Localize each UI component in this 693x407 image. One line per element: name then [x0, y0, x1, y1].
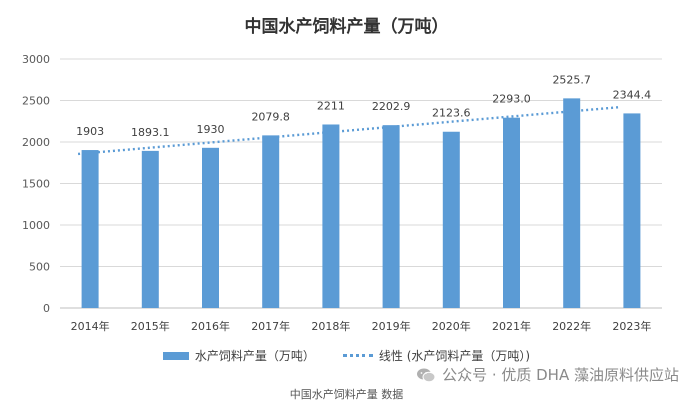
x-tick-label: 2016年	[191, 319, 230, 333]
x-tick-label: 2022年	[552, 319, 591, 333]
figure-caption: 中国水产饲料产量 数据	[289, 388, 404, 401]
y-tick-label: 500	[29, 261, 50, 274]
chart-frame: 中国水产饲料产量（万吨） 0 500 1000 1500 2000 2500 3000 190…	[0, 17, 693, 364]
y-tick-label: 1500	[22, 178, 50, 191]
data-label: 2123.6	[432, 107, 471, 120]
data-label: 1893.1	[131, 126, 170, 139]
watermark: 公众号 · 优质 DHA 藻油原料供应站	[416, 364, 679, 385]
bar-chart: 0 500 1000 1500 2000 2500 3000 1903 2014年 1893.1 2…	[22, 53, 662, 333]
data-label: 2202.9	[372, 100, 411, 113]
bar	[503, 117, 520, 308]
x-tick-label: 2014年	[71, 319, 110, 333]
legend-swatch-trend	[342, 354, 373, 357]
wechat-icon	[417, 368, 436, 382]
x-tick-label: 2015年	[131, 319, 170, 333]
legend-label-bars: 水产饲料产量（万吨）	[194, 349, 315, 363]
data-label: 1930	[197, 123, 225, 136]
bar	[442, 131, 460, 308]
bar	[262, 135, 280, 308]
data-label: 1903	[76, 125, 104, 138]
x-tick-label: 2023年	[612, 319, 651, 333]
x-tick-label: 2019年	[372, 319, 411, 333]
data-label: 2293.0	[492, 93, 531, 106]
bar	[81, 150, 99, 308]
x-tick-label: 2021年	[492, 319, 531, 333]
bar	[623, 113, 641, 309]
legend-item-bars: 水产饲料产量（万吨）	[162, 347, 315, 364]
bar	[202, 147, 219, 308]
data-label: 2079.8	[251, 110, 290, 123]
bar	[141, 150, 159, 308]
data-label: 2525.7	[552, 73, 591, 86]
bar	[382, 125, 400, 308]
chart-title: 中国水产饲料产量（万吨）	[244, 17, 449, 37]
y-tick-label: 0	[43, 302, 50, 315]
trendline	[77, 105, 620, 156]
legend-swatch-bar	[162, 351, 189, 360]
chart-legend: 水产饲料产量（万吨） 线性 (水产饲料产量（万吨）)	[0, 347, 693, 364]
y-tick-label: 3000	[22, 53, 50, 66]
bar	[563, 98, 581, 308]
x-tick-label: 2020年	[432, 319, 471, 333]
x-tick-label: 2017年	[251, 319, 290, 333]
y-tick-label: 1000	[22, 219, 50, 232]
x-tick-label: 2018年	[311, 319, 350, 333]
legend-label-trend: 线性 (水产饲料产量（万吨）)	[378, 349, 531, 363]
y-tick-label: 2500	[22, 95, 50, 108]
bar	[322, 124, 340, 308]
data-label: 2344.4	[613, 88, 652, 101]
y-tick-label: 2000	[22, 136, 50, 149]
watermark-text: 公众号 · 优质 DHA 藻油原料供应站	[442, 366, 679, 384]
data-label: 2211	[317, 99, 345, 112]
legend-item-trend: 线性 (水产饲料产量（万吨）)	[342, 347, 531, 364]
